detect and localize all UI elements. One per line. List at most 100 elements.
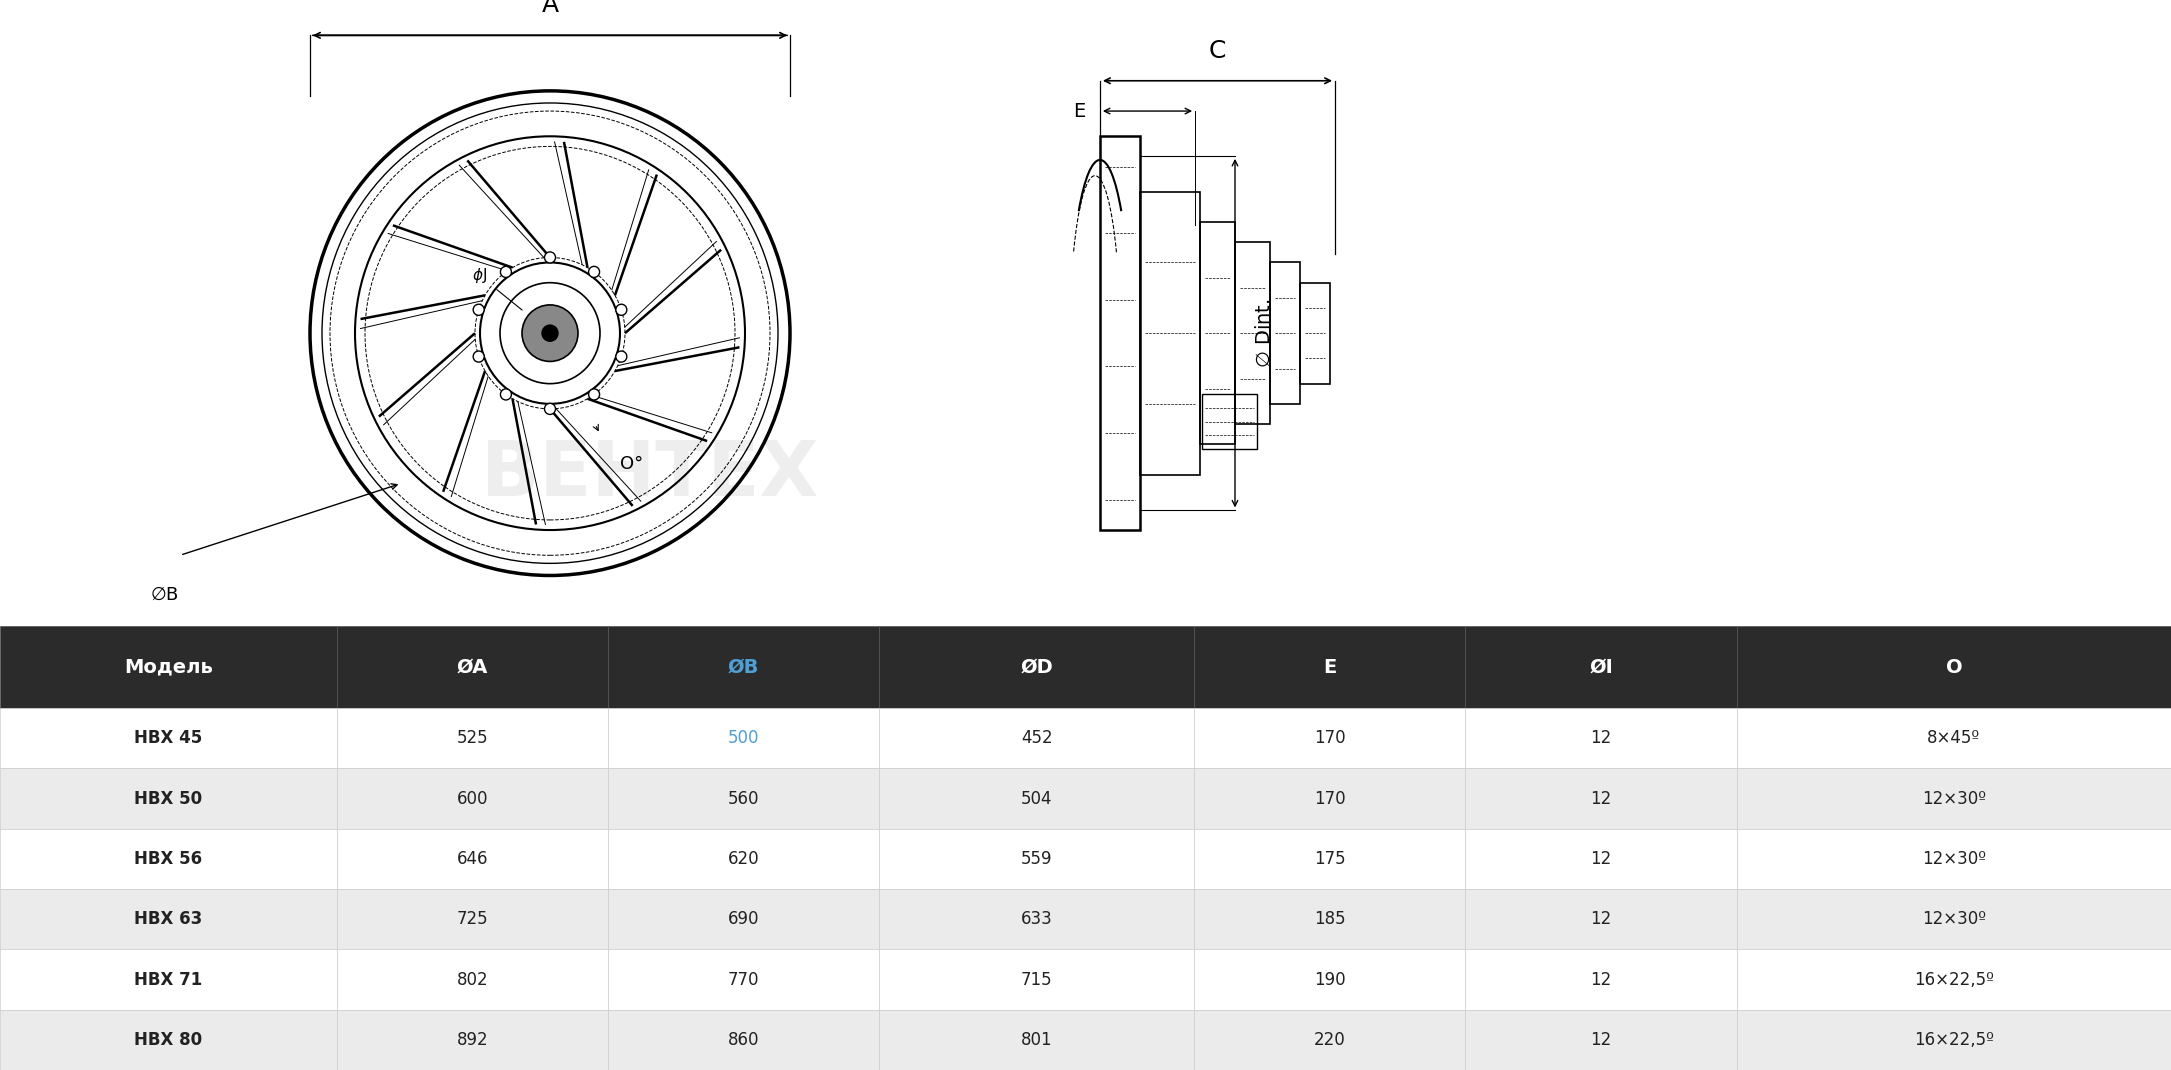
Bar [1194, 1010, 1465, 1070]
Bar [608, 889, 879, 949]
Text: 12×30º: 12×30º [1921, 790, 1986, 808]
Circle shape [588, 388, 599, 400]
Bar [1194, 626, 1465, 708]
Bar [1737, 889, 2171, 949]
Bar [608, 768, 879, 829]
Circle shape [473, 304, 484, 316]
Bar [608, 949, 879, 1010]
Text: 12: 12 [1591, 730, 1611, 747]
Bar [608, 708, 879, 768]
Text: 801: 801 [1020, 1030, 1053, 1049]
Bar [1737, 626, 2171, 708]
Text: 802: 802 [456, 970, 488, 989]
Text: 715: 715 [1020, 970, 1053, 989]
Text: $\varnothing$ Dint.: $\varnothing$ Dint. [1255, 299, 1274, 368]
Bar [1194, 889, 1465, 949]
Text: 12: 12 [1591, 970, 1611, 989]
Text: 170: 170 [1313, 730, 1346, 747]
Bar [1465, 889, 1737, 949]
Bar [1737, 1010, 2171, 1070]
Bar [1140, 192, 1201, 474]
Text: HBX 71: HBX 71 [135, 970, 202, 989]
Bar [1737, 768, 2171, 829]
Bar [1194, 768, 1465, 829]
Text: ØB: ØB [727, 658, 760, 676]
Bar [1465, 829, 1737, 889]
Text: 12: 12 [1591, 790, 1611, 808]
Text: 892: 892 [456, 1030, 488, 1049]
Circle shape [473, 351, 484, 362]
Text: 770: 770 [727, 970, 760, 989]
Text: 500: 500 [727, 730, 760, 747]
Bar [879, 829, 1194, 889]
Text: 12: 12 [1591, 850, 1611, 868]
Bar [1465, 626, 1737, 708]
Bar [337, 949, 608, 1010]
Circle shape [545, 403, 556, 414]
Bar [1194, 708, 1465, 768]
Bar [0, 626, 337, 708]
Text: HBX 80: HBX 80 [135, 1030, 202, 1049]
Text: HBX 63: HBX 63 [135, 911, 202, 928]
Bar [1194, 949, 1465, 1010]
Text: 860: 860 [727, 1030, 760, 1049]
Text: 12×30º: 12×30º [1921, 850, 1986, 868]
Circle shape [502, 266, 512, 277]
Bar [1101, 136, 1140, 530]
Bar [1203, 394, 1257, 449]
Text: 560: 560 [727, 790, 760, 808]
Bar [1737, 708, 2171, 768]
Text: ВЕНТЕХ: ВЕНТЕХ [482, 438, 818, 511]
Text: O°: O° [621, 456, 643, 473]
Text: 452: 452 [1020, 730, 1053, 747]
Bar [608, 1010, 879, 1070]
Circle shape [617, 351, 627, 362]
Bar [0, 889, 337, 949]
Text: ØI: ØI [1589, 658, 1613, 676]
Text: E: E [1072, 102, 1086, 121]
Bar [1465, 708, 1737, 768]
Text: 175: 175 [1313, 850, 1346, 868]
Text: Модель: Модель [124, 658, 213, 676]
Bar [879, 626, 1194, 708]
Circle shape [521, 305, 577, 362]
Text: 559: 559 [1020, 850, 1053, 868]
Text: $\varnothing$B: $\varnothing$B [150, 585, 178, 603]
Bar [337, 708, 608, 768]
Bar [337, 1010, 608, 1070]
Bar [1737, 949, 2171, 1010]
Text: C: C [1209, 39, 1227, 62]
Bar [1194, 829, 1465, 889]
Circle shape [617, 304, 627, 316]
Circle shape [543, 325, 558, 341]
Text: O: O [1945, 658, 1963, 676]
Bar [0, 768, 337, 829]
Text: ВЕНТЕХ: ВЕНТЕХ [656, 811, 994, 885]
Bar [1465, 768, 1737, 829]
Circle shape [588, 266, 599, 277]
Bar [1270, 262, 1300, 403]
Text: 525: 525 [456, 730, 488, 747]
Text: 16×22,5º: 16×22,5º [1915, 970, 1993, 989]
Bar [0, 829, 337, 889]
Text: 8×45º: 8×45º [1928, 730, 1980, 747]
Text: 170: 170 [1313, 790, 1346, 808]
Text: 620: 620 [727, 850, 760, 868]
Text: ØD: ØD [1020, 658, 1053, 676]
Text: $\phi$J: $\phi$J [471, 265, 486, 285]
Bar [0, 949, 337, 1010]
Bar [879, 889, 1194, 949]
Circle shape [545, 251, 556, 263]
Bar [337, 889, 608, 949]
Bar [1737, 829, 2171, 889]
Bar [0, 708, 337, 768]
Bar [0, 1010, 337, 1070]
Bar [337, 829, 608, 889]
Text: 190: 190 [1313, 970, 1346, 989]
Text: 646: 646 [456, 850, 488, 868]
Text: E: E [1322, 658, 1337, 676]
Bar [1465, 949, 1737, 1010]
Text: HBX 56: HBX 56 [135, 850, 202, 868]
Bar [337, 626, 608, 708]
Bar [879, 949, 1194, 1010]
